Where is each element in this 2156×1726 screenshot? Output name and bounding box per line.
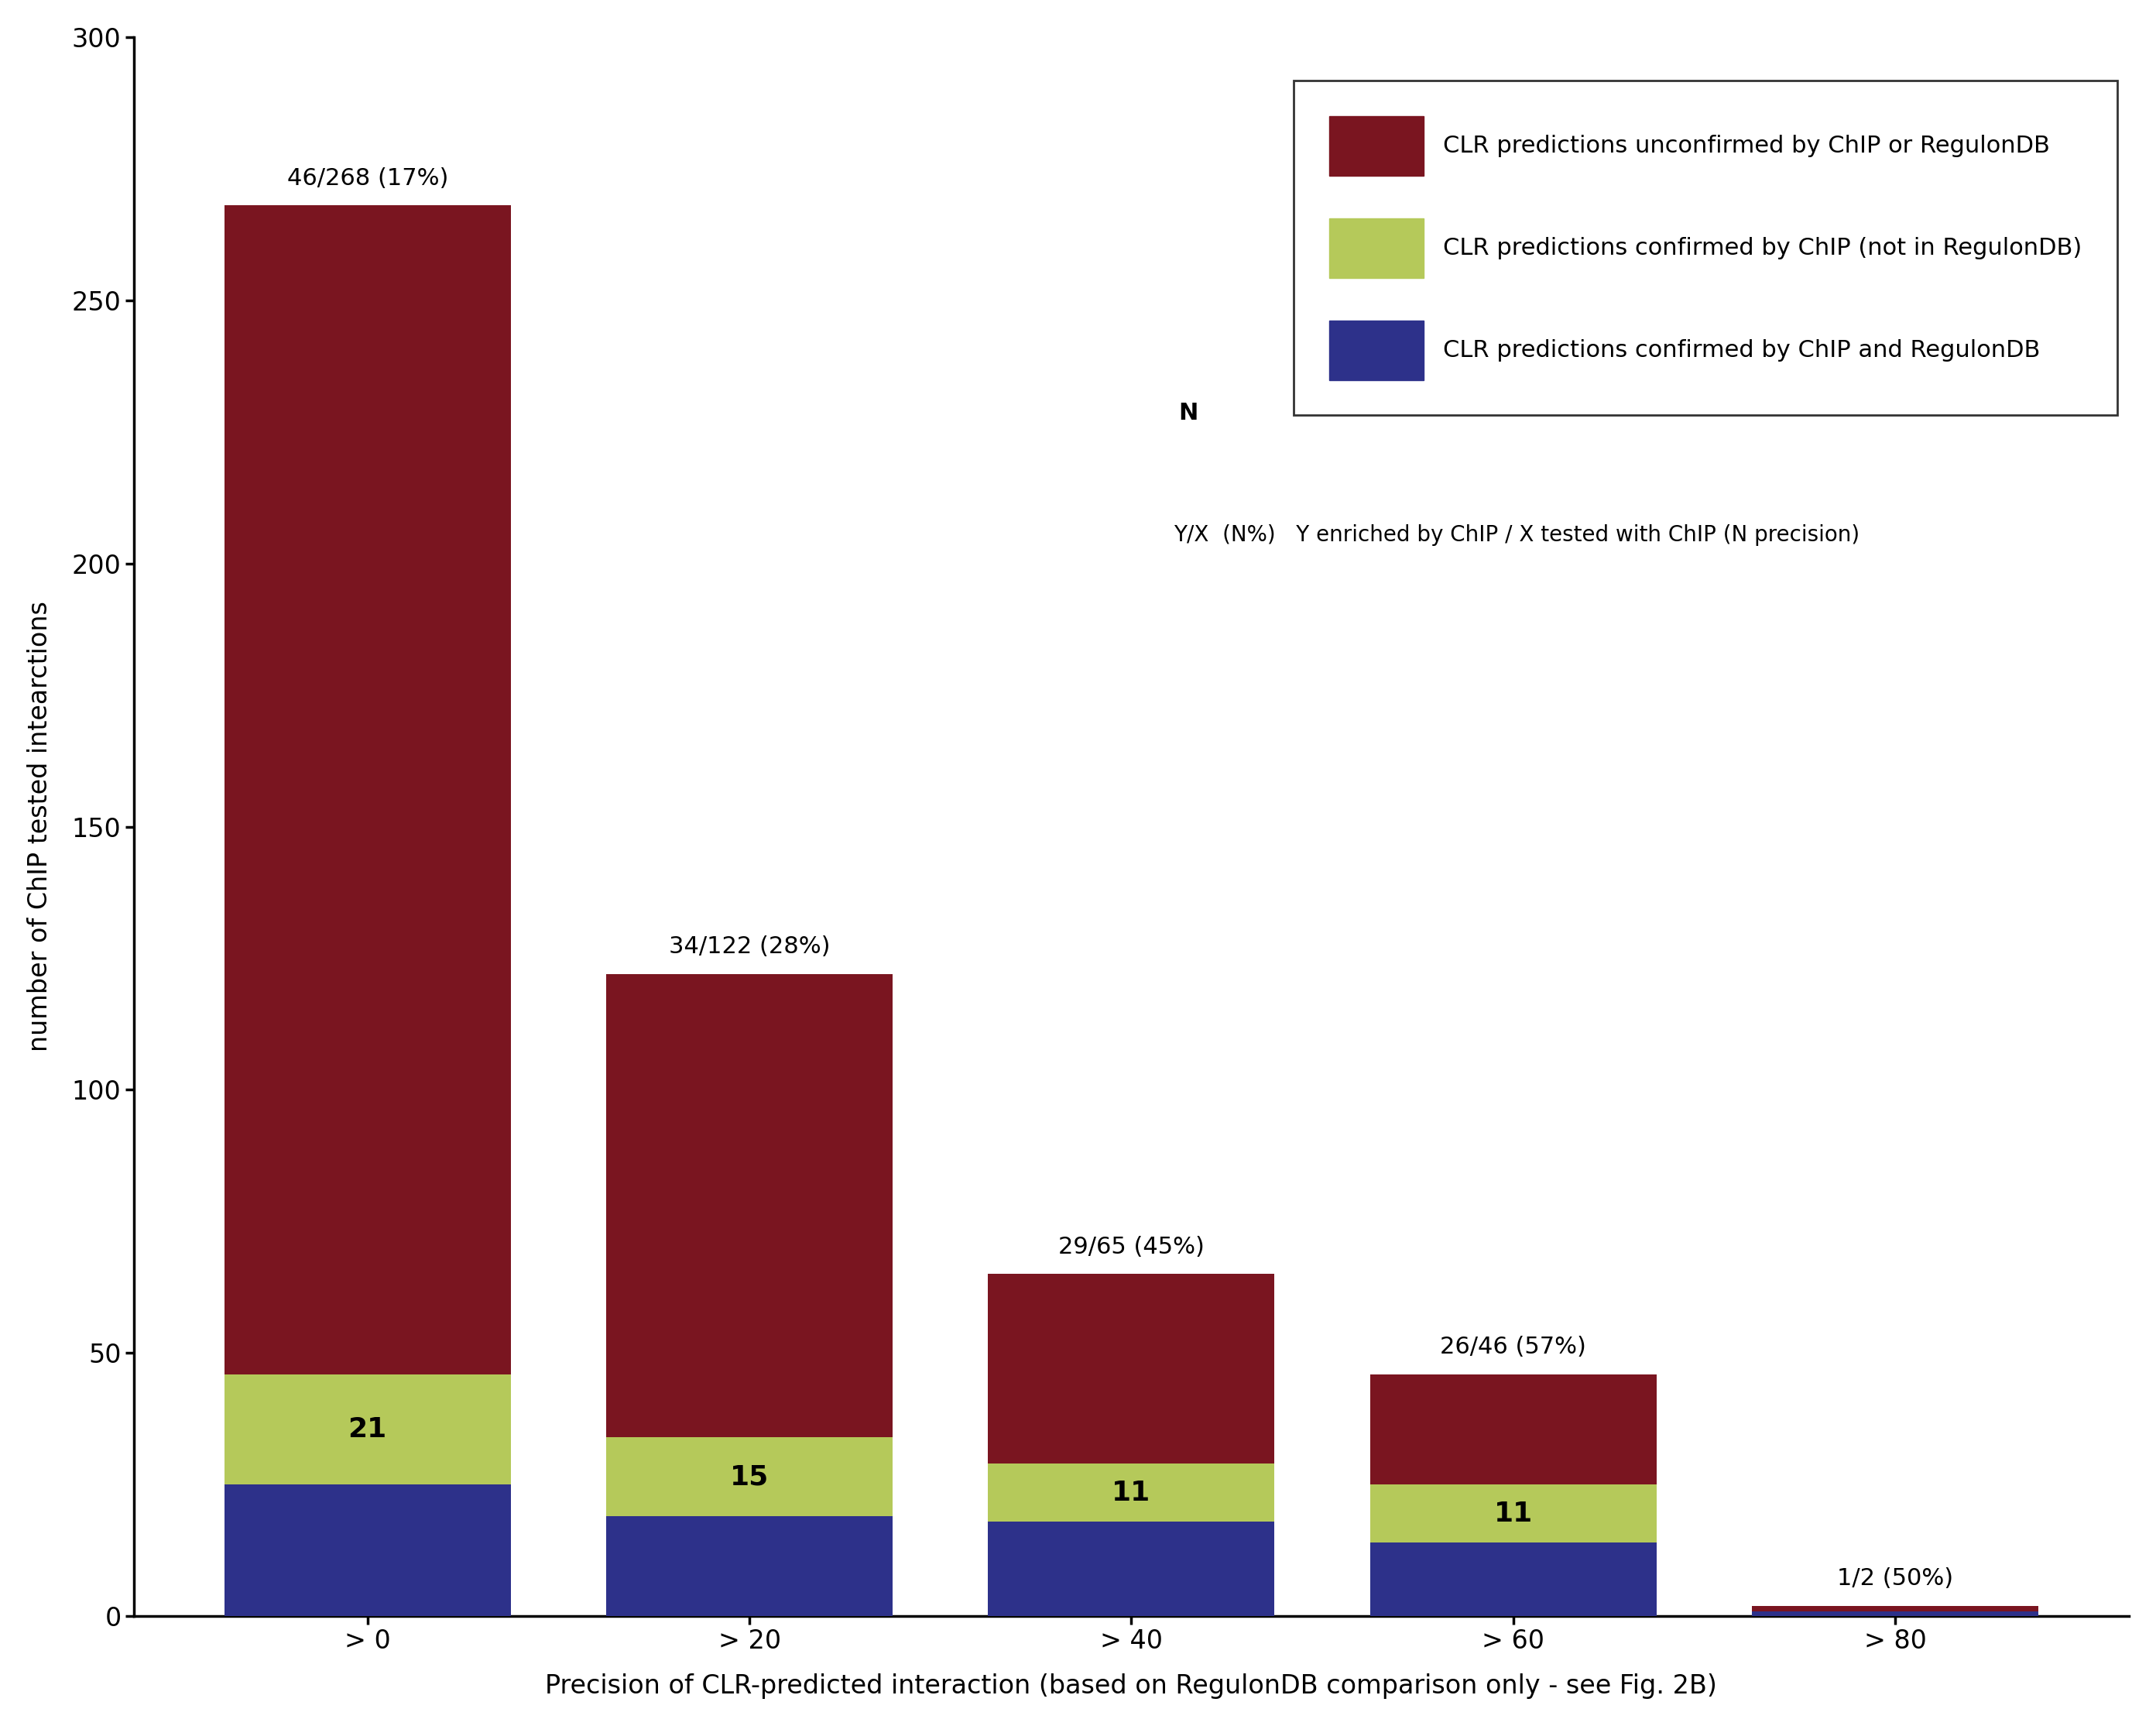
X-axis label: Precision of CLR-predicted interaction (based on RegulonDB comparison only - see: Precision of CLR-predicted interaction (… <box>545 1674 1718 1698</box>
Bar <box>1369 1543 1656 1616</box>
Text: 11: 11 <box>1112 1479 1151 1505</box>
Text: 11: 11 <box>1494 1500 1533 1528</box>
Bar <box>987 1274 1274 1464</box>
Text: N: N <box>1177 402 1199 425</box>
Text: 15: 15 <box>731 1464 770 1490</box>
Text: 21: 21 <box>347 1417 386 1443</box>
Text: 1/2 (50%): 1/2 (50%) <box>1837 1567 1953 1590</box>
Bar <box>1753 1605 2037 1610</box>
Bar <box>1753 1610 2037 1616</box>
Bar <box>987 1464 1274 1522</box>
Bar <box>224 1374 511 1484</box>
Text: 29/65 (45%): 29/65 (45%) <box>1059 1236 1205 1258</box>
Bar <box>1369 1484 1656 1543</box>
Bar <box>224 1484 511 1616</box>
Bar <box>606 973 893 1438</box>
Text: 26/46 (57%): 26/46 (57%) <box>1440 1336 1587 1358</box>
Legend: CLR predictions unconfirmed by ChIP or RegulonDB, CLR predictions confirmed by C: CLR predictions unconfirmed by ChIP or R… <box>1294 81 2117 416</box>
Bar <box>987 1522 1274 1616</box>
Text: 34/122 (28%): 34/122 (28%) <box>668 935 830 958</box>
Text: 46/268 (17%): 46/268 (17%) <box>287 167 448 190</box>
Bar <box>1369 1374 1656 1484</box>
Bar <box>606 1515 893 1616</box>
Text: Y/X  (N%)   Y enriched by ChIP / X tested with ChIP (N precision): Y/X (N%) Y enriched by ChIP / X tested w… <box>1173 525 1861 545</box>
Bar <box>606 1438 893 1515</box>
Bar <box>224 205 511 1374</box>
Y-axis label: number of ChIP tested intearctions: number of ChIP tested intearctions <box>26 601 52 1051</box>
